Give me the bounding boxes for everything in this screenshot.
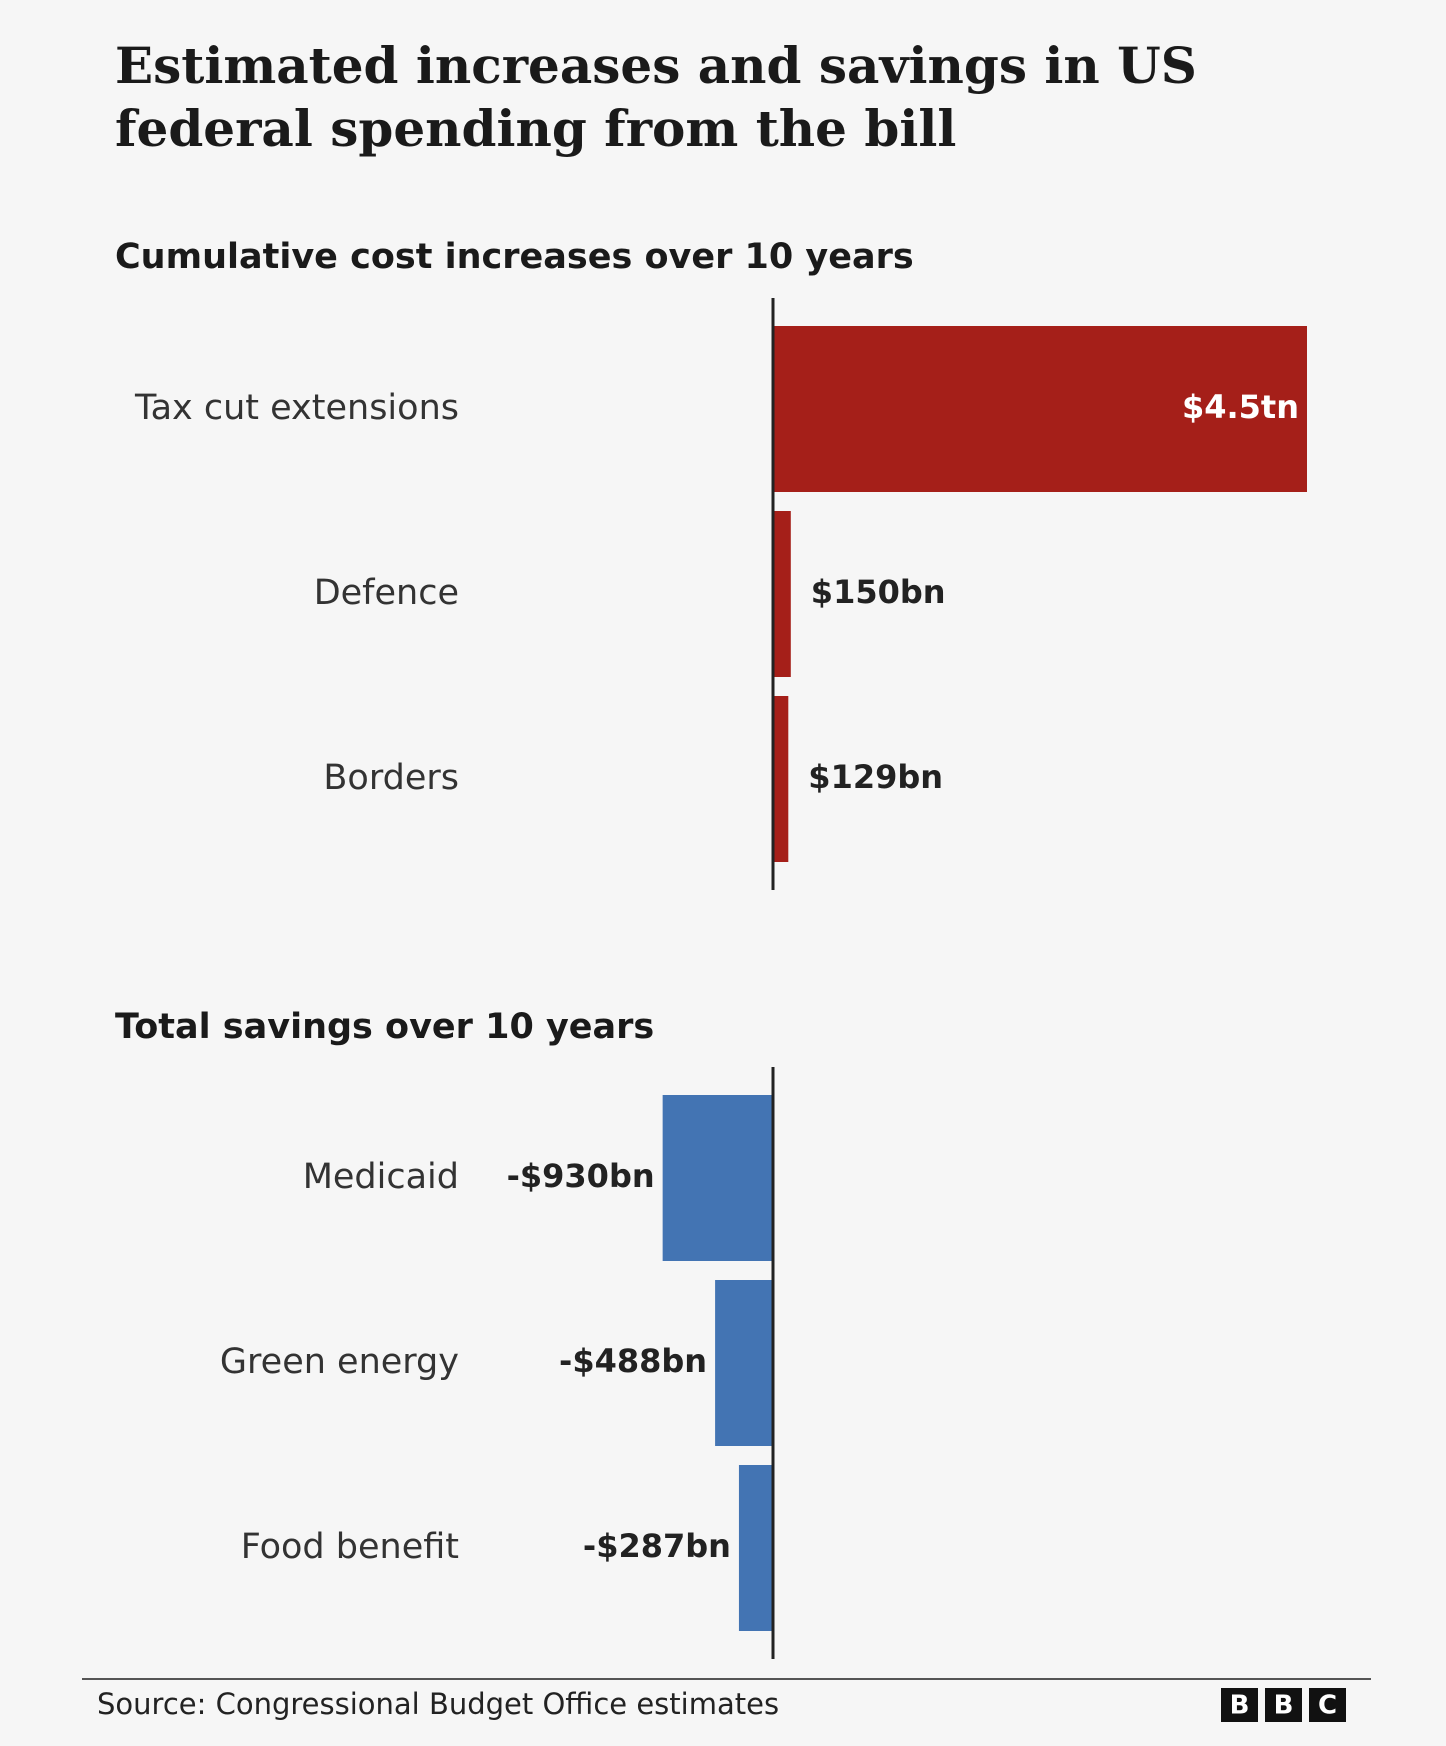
category-label: Borders bbox=[323, 758, 459, 798]
bar bbox=[662, 1095, 773, 1261]
value-label: -$488bn bbox=[559, 1342, 707, 1380]
bar bbox=[773, 326, 1307, 492]
logo-block bbox=[1265, 1688, 1302, 1722]
source: Source: Congressional Budget Office esti… bbox=[97, 1687, 779, 1721]
value-label: $129bn bbox=[808, 758, 943, 796]
value-label: -$930bn bbox=[507, 1157, 655, 1195]
logo-block bbox=[1221, 1688, 1258, 1722]
value-label: $4.5tn bbox=[1182, 388, 1299, 426]
category-label: Medicaid bbox=[303, 1157, 459, 1197]
logo-letter: C bbox=[1318, 1691, 1337, 1721]
category-label: Tax cut extensions bbox=[134, 388, 459, 428]
logo-block bbox=[1309, 1688, 1346, 1722]
bar bbox=[773, 511, 791, 677]
bar bbox=[773, 696, 789, 862]
panel-title: Total savings over 10 years bbox=[115, 1007, 654, 1047]
bar bbox=[738, 1465, 773, 1631]
logo-letter: B bbox=[1274, 1691, 1294, 1721]
category-label: Defence bbox=[314, 573, 459, 613]
value-label: -$287bn bbox=[583, 1527, 731, 1565]
logo-letter: B bbox=[1230, 1691, 1250, 1721]
title-line: Estimated increases and savings in US fed… bbox=[115, 36, 1197, 158]
bar bbox=[715, 1280, 773, 1446]
panel-title: Cumulative cost increases over 10 years bbox=[115, 237, 914, 277]
category-label: Food benefit bbox=[241, 1527, 459, 1567]
category-label: Green energy bbox=[220, 1342, 459, 1382]
value-label: $150bn bbox=[811, 573, 946, 611]
